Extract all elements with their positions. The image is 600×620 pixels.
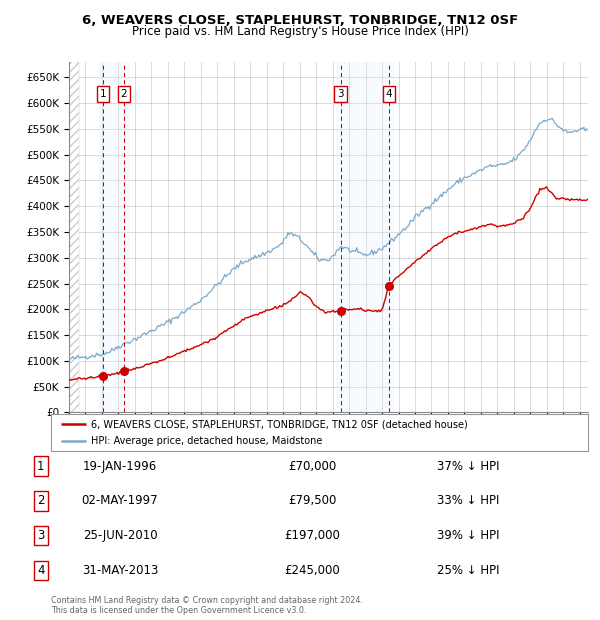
Text: 25% ↓ HPI: 25% ↓ HPI [437,564,499,577]
Text: 19-JAN-1996: 19-JAN-1996 [83,460,157,472]
Text: 4: 4 [37,564,44,577]
Bar [98,62,128,412]
Text: 39% ↓ HPI: 39% ↓ HPI [437,529,499,542]
Text: 3: 3 [37,529,44,542]
Text: 3: 3 [337,89,344,99]
Text: 33% ↓ HPI: 33% ↓ HPI [437,495,499,507]
Text: 2: 2 [37,495,44,507]
Text: 02-MAY-1997: 02-MAY-1997 [82,495,158,507]
Text: 37% ↓ HPI: 37% ↓ HPI [437,460,499,472]
Text: 25-JUN-2010: 25-JUN-2010 [83,529,157,542]
Text: £197,000: £197,000 [284,529,340,542]
Text: 2: 2 [121,89,127,99]
Text: £79,500: £79,500 [288,495,336,507]
Text: Price paid vs. HM Land Registry's House Price Index (HPI): Price paid vs. HM Land Registry's House … [131,25,469,38]
Text: 4: 4 [385,89,392,99]
Text: £70,000: £70,000 [288,460,336,472]
Text: 6, WEAVERS CLOSE, STAPLEHURST, TONBRIDGE, TN12 0SF: 6, WEAVERS CLOSE, STAPLEHURST, TONBRIDGE… [82,14,518,27]
Text: HPI: Average price, detached house, Maidstone: HPI: Average price, detached house, Maid… [91,436,323,446]
Text: 6, WEAVERS CLOSE, STAPLEHURST, TONBRIDGE, TN12 0SF (detached house): 6, WEAVERS CLOSE, STAPLEHURST, TONBRIDGE… [91,419,468,429]
Text: 1: 1 [100,89,106,99]
Text: 1: 1 [37,460,44,472]
Text: Contains HM Land Registry data © Crown copyright and database right 2024.
This d: Contains HM Land Registry data © Crown c… [51,596,363,615]
Bar [337,62,393,412]
Text: 31-MAY-2013: 31-MAY-2013 [82,564,158,577]
Text: £245,000: £245,000 [284,564,340,577]
